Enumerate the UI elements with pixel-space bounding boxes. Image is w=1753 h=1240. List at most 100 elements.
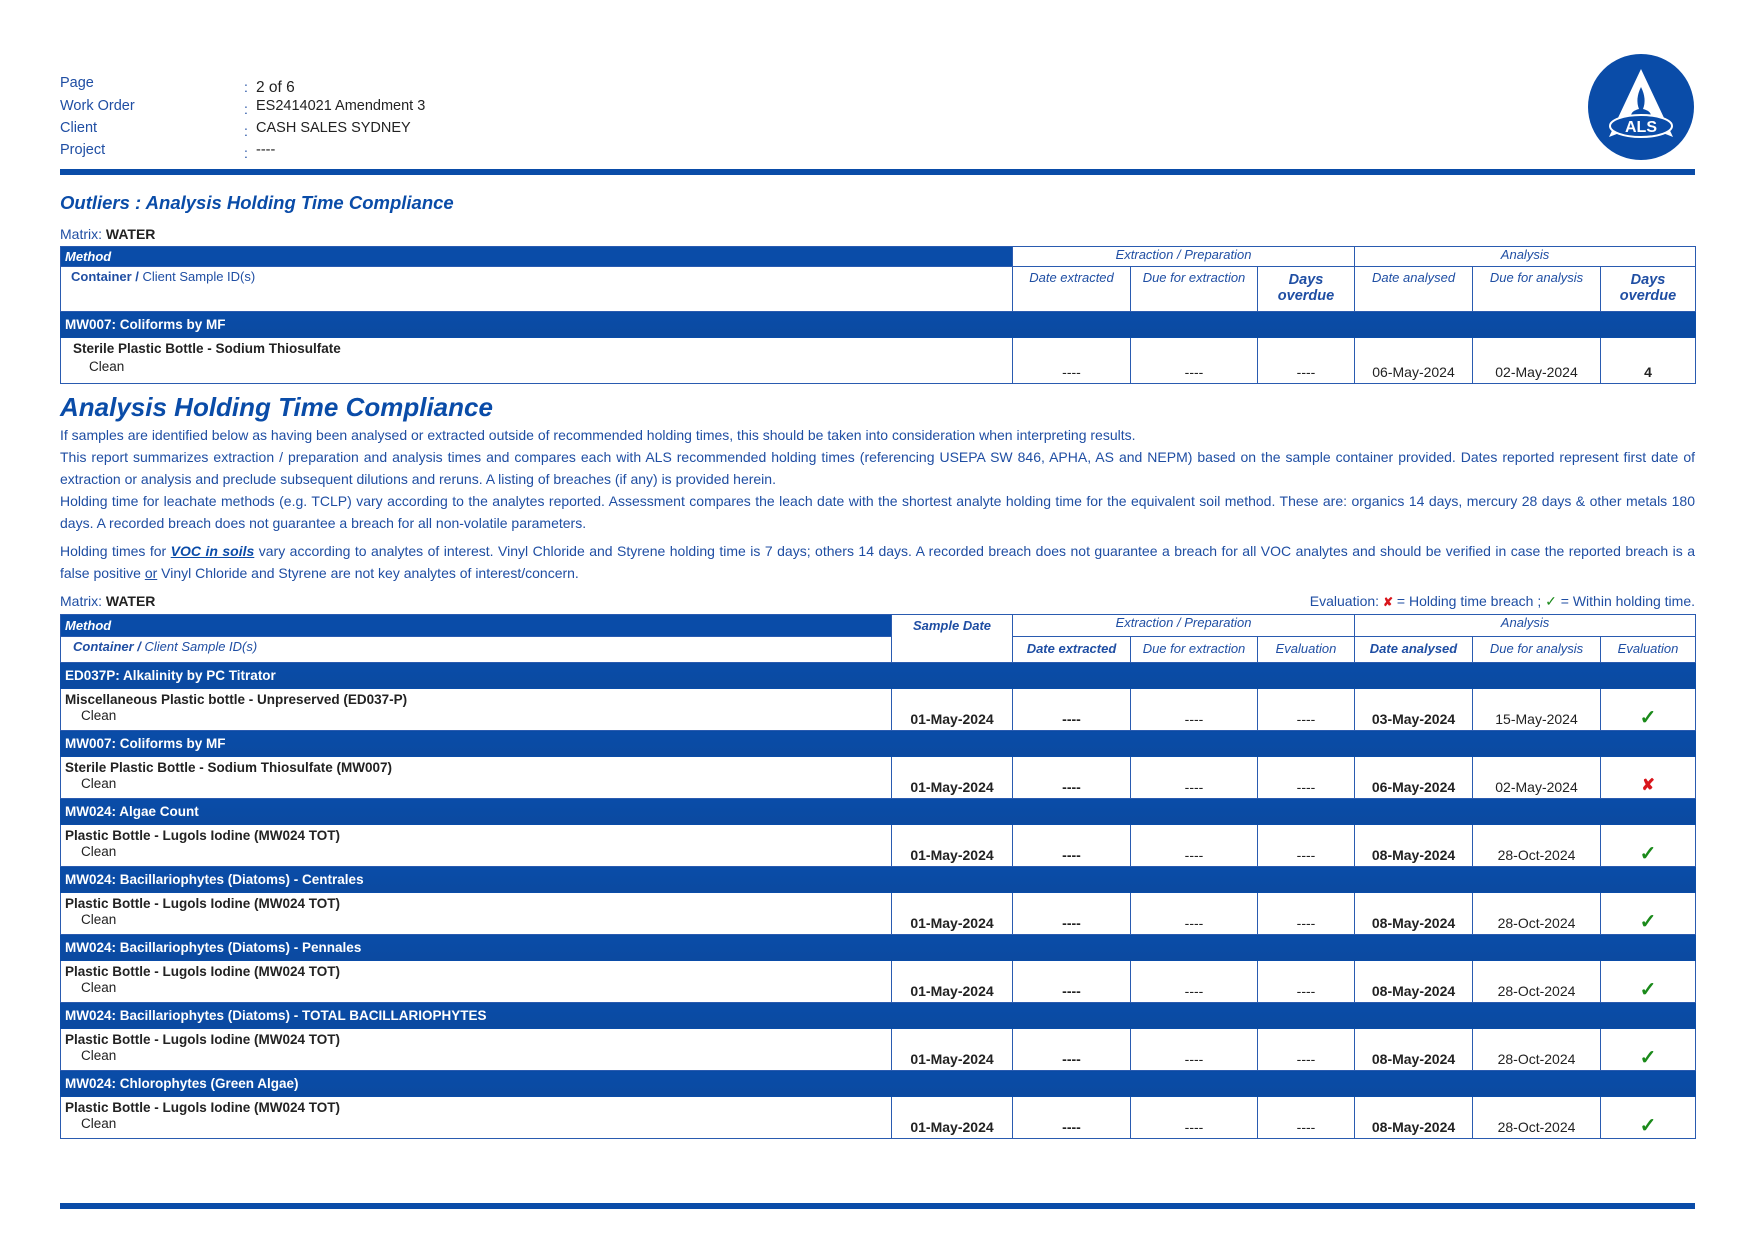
note-paragraph: Holding times for VOC in soils vary acco… bbox=[60, 540, 1695, 584]
sample-date-cell: 01-May-2024 bbox=[891, 892, 1013, 935]
analysis-group-header: Analysis bbox=[1354, 246, 1697, 267]
date-extracted-cell: ---- bbox=[1012, 756, 1131, 799]
sample-date-cell: 01-May-2024 bbox=[891, 1028, 1013, 1071]
method-section: MW007: Coliforms by MF bbox=[59, 730, 1697, 757]
text: Vinyl Chloride and Styrene are not key a… bbox=[157, 565, 579, 581]
sample-id: Clean bbox=[81, 708, 117, 723]
matrix-value: WATER bbox=[105, 593, 156, 609]
legend-breach-text: = Holding time breach ; bbox=[1393, 593, 1546, 609]
date-analysed-cell: 06-May-2024 bbox=[1354, 337, 1474, 384]
date-extracted-cell: ---- bbox=[1012, 337, 1131, 384]
analysis-group-header: Analysis bbox=[1354, 614, 1697, 637]
evaluation-ext-cell: ---- bbox=[1256, 1028, 1356, 1071]
due-extraction-cell: ---- bbox=[1130, 688, 1258, 731]
evaluation-ana-cell: ✓ bbox=[1600, 824, 1697, 867]
footer-rule bbox=[60, 1203, 1695, 1209]
compliance-matrix: Matrix: WATER bbox=[60, 593, 155, 609]
sample-id: Clean bbox=[81, 1116, 117, 1131]
table-row: Plastic Bottle - Lugols Iodine (MW024 TO… bbox=[60, 1028, 1697, 1071]
compliance-table: Method Sample Date Extraction / Preparat… bbox=[59, 614, 1697, 1139]
method-section: MW007: Coliforms by MF bbox=[59, 311, 1697, 338]
due-extraction-header: Due for extraction bbox=[1130, 266, 1258, 312]
method-section: MW024: Chlorophytes (Green Algae) bbox=[59, 1070, 1697, 1097]
date-analysed-cell: 08-May-2024 bbox=[1354, 1096, 1474, 1139]
evaluation-ext-header: Evaluation bbox=[1256, 636, 1356, 663]
evaluation-ext-cell: ---- bbox=[1256, 960, 1356, 1003]
due-analysis-cell: 02-May-2024 bbox=[1472, 756, 1602, 799]
project-value: ---- bbox=[256, 142, 276, 158]
sample-id: Clean bbox=[89, 359, 125, 374]
table-row: Sterile Plastic Bottle - Sodium Thiosulf… bbox=[60, 337, 1697, 384]
method-name: MW024: Algae Count bbox=[59, 798, 1697, 825]
colon: : bbox=[244, 79, 248, 95]
evaluation-ana-cell: ✓ bbox=[1600, 1028, 1697, 1071]
matrix-value: WATER bbox=[105, 226, 156, 242]
ext-days-overdue-cell: ---- bbox=[1256, 337, 1356, 384]
evaluation-ana-cell: ✓ bbox=[1600, 960, 1697, 1003]
date-extracted-cell: ---- bbox=[1012, 1096, 1131, 1139]
due-extraction-cell: ---- bbox=[1130, 960, 1258, 1003]
table-row: Miscellaneous Plastic bottle - Unpreserv… bbox=[60, 688, 1697, 731]
sample-date-cell: 01-May-2024 bbox=[891, 1096, 1013, 1139]
svg-text:ALS: ALS bbox=[1625, 119, 1657, 136]
extraction-group-header: Extraction / Preparation bbox=[1011, 246, 1356, 267]
als-logo: ALS bbox=[1588, 54, 1694, 160]
sample-id: Clean bbox=[81, 844, 117, 859]
due-analysis-cell: 28-Oct-2024 bbox=[1472, 892, 1602, 935]
colon: : bbox=[244, 101, 248, 117]
date-extracted-cell: ---- bbox=[1012, 1028, 1131, 1071]
container-name: Plastic Bottle - Lugols Iodine (MW024 TO… bbox=[65, 896, 341, 911]
text: Holding times for bbox=[60, 543, 171, 559]
header-rule bbox=[60, 169, 1695, 175]
check-icon: ✓ bbox=[1639, 911, 1657, 933]
due-analysis-cell: 28-Oct-2024 bbox=[1472, 960, 1602, 1003]
container-name: Miscellaneous Plastic bottle - Unpreserv… bbox=[65, 692, 408, 707]
compliance-notes: If samples are identified below as havin… bbox=[60, 424, 1695, 584]
method-section: MW024: Bacillariophytes (Diatoms) - TOTA… bbox=[59, 1002, 1697, 1029]
client-sample-label: Client Sample ID(s) bbox=[138, 269, 256, 284]
legend-prefix: Evaluation: bbox=[1309, 593, 1380, 609]
due-extraction-cell: ---- bbox=[1130, 337, 1258, 384]
date-analysed-cell: 08-May-2024 bbox=[1354, 824, 1474, 867]
table-row: Plastic Bottle - Lugols Iodine (MW024 TO… bbox=[60, 1096, 1697, 1139]
check-icon: ✓ bbox=[1639, 707, 1657, 729]
method-section: MW024: Bacillariophytes (Diatoms) - Penn… bbox=[59, 934, 1697, 961]
method-name: ED037P: Alkalinity by PC Titrator bbox=[59, 662, 1697, 689]
due-analysis-header: Due for analysis bbox=[1472, 266, 1602, 312]
check-icon: ✓ bbox=[1639, 1115, 1657, 1137]
due-analysis-header: Due for analysis bbox=[1472, 636, 1602, 663]
container-cell: Sterile Plastic Bottle - Sodium Thiosulf… bbox=[60, 756, 892, 799]
method-section: ED037P: Alkalinity by PC Titrator bbox=[59, 662, 1697, 689]
container-cell: Plastic Bottle - Lugols Iodine (MW024 TO… bbox=[60, 824, 892, 867]
outliers-table: Method Extraction / Preparation Analysis… bbox=[59, 246, 1697, 384]
date-analysed-cell: 08-May-2024 bbox=[1354, 892, 1474, 935]
evaluation-ext-cell: ---- bbox=[1256, 756, 1356, 799]
evaluation-ana-header: Evaluation bbox=[1600, 636, 1697, 663]
method-section: MW024: Algae Count bbox=[59, 798, 1697, 825]
date-analysed-cell: 06-May-2024 bbox=[1354, 756, 1474, 799]
extraction-group-header: Extraction / Preparation bbox=[1011, 614, 1356, 637]
due-extraction-cell: ---- bbox=[1130, 824, 1258, 867]
due-extraction-header: Due for extraction bbox=[1130, 636, 1258, 663]
cross-icon: ✘ bbox=[1382, 595, 1393, 609]
voc-in-soils-link[interactable]: VOC in soils bbox=[170, 543, 255, 559]
check-icon: ✓ bbox=[1639, 979, 1657, 1001]
container-name: Plastic Bottle - Lugols Iodine (MW024 TO… bbox=[65, 828, 341, 843]
work-order-label: Work Order bbox=[60, 98, 135, 114]
check-icon: ✓ bbox=[1545, 593, 1557, 609]
method-section: MW024: Bacillariophytes (Diatoms) - Cent… bbox=[59, 866, 1697, 893]
sample-date-cell: 01-May-2024 bbox=[891, 960, 1013, 1003]
container-name: Plastic Bottle - Lugols Iodine (MW024 TO… bbox=[65, 1032, 341, 1047]
date-extracted-cell: ---- bbox=[1012, 824, 1131, 867]
evaluation-ext-cell: ---- bbox=[1256, 892, 1356, 935]
cross-icon: ✘ bbox=[1641, 777, 1655, 794]
due-extraction-cell: ---- bbox=[1130, 892, 1258, 935]
container-header: Container / Client Sample ID(s) bbox=[60, 636, 892, 663]
text: or bbox=[144, 565, 158, 581]
date-extracted-cell: ---- bbox=[1012, 688, 1131, 731]
method-name: MW024: Chlorophytes (Green Algae) bbox=[59, 1070, 1697, 1097]
container-name: Sterile Plastic Bottle - Sodium Thiosulf… bbox=[73, 341, 341, 356]
evaluation-ext-cell: ---- bbox=[1256, 688, 1356, 731]
evaluation-ana-cell: ✓ bbox=[1600, 892, 1697, 935]
method-name: MW024: Bacillariophytes (Diatoms) - Penn… bbox=[59, 934, 1697, 961]
